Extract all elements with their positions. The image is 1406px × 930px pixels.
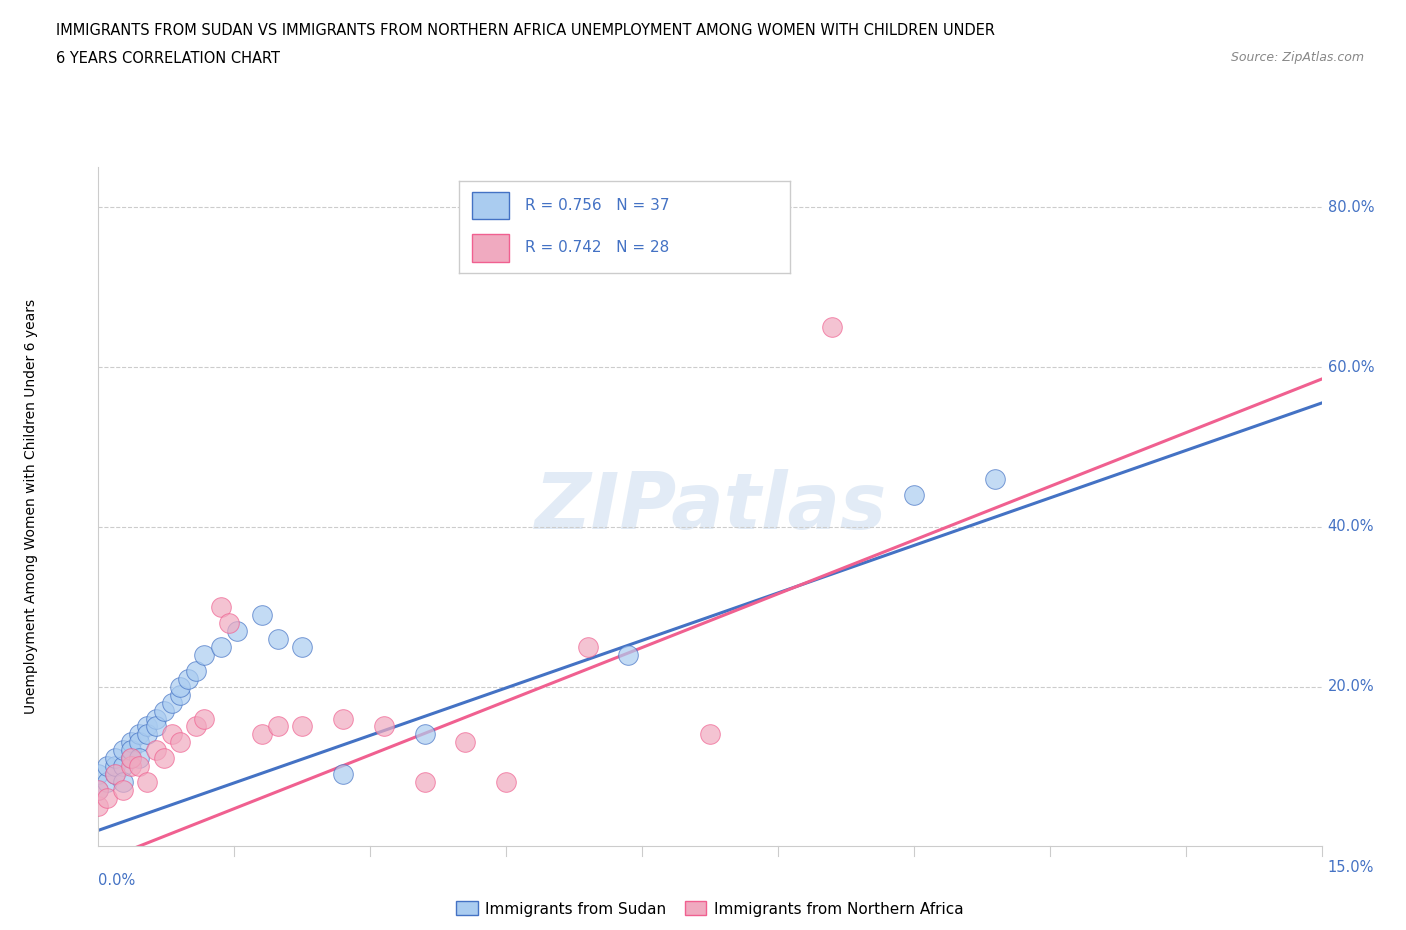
- Point: [373, 719, 395, 734]
- Point: [291, 639, 314, 654]
- Point: [87, 767, 110, 782]
- Point: [104, 751, 127, 766]
- Point: [136, 727, 159, 742]
- Point: [111, 743, 134, 758]
- Point: [128, 735, 150, 750]
- Point: [160, 695, 183, 710]
- Text: 80.0%: 80.0%: [1327, 200, 1374, 215]
- Point: [120, 735, 142, 750]
- Point: [454, 735, 477, 750]
- Point: [186, 719, 208, 734]
- Point: [209, 599, 232, 614]
- Point: [145, 743, 167, 758]
- Point: [699, 727, 721, 742]
- Point: [128, 751, 150, 766]
- Point: [169, 679, 191, 694]
- Point: [87, 783, 110, 798]
- Point: [209, 639, 232, 654]
- Text: 60.0%: 60.0%: [1327, 360, 1374, 375]
- Text: IMMIGRANTS FROM SUDAN VS IMMIGRANTS FROM NORTHERN AFRICA UNEMPLOYMENT AMONG WOME: IMMIGRANTS FROM SUDAN VS IMMIGRANTS FROM…: [56, 23, 995, 38]
- Point: [111, 759, 134, 774]
- Point: [104, 759, 127, 774]
- Point: [413, 727, 436, 742]
- Point: [136, 719, 159, 734]
- Text: 15.0%: 15.0%: [1327, 860, 1374, 875]
- Point: [186, 663, 208, 678]
- Point: [87, 799, 110, 814]
- Point: [903, 487, 925, 502]
- Point: [152, 751, 174, 766]
- Point: [128, 759, 150, 774]
- Point: [120, 759, 142, 774]
- Point: [617, 647, 640, 662]
- Point: [136, 775, 159, 790]
- Point: [128, 727, 150, 742]
- Point: [821, 320, 844, 335]
- Point: [111, 783, 134, 798]
- Point: [267, 719, 290, 734]
- Point: [96, 759, 118, 774]
- Point: [193, 711, 215, 726]
- Point: [218, 616, 240, 631]
- Point: [145, 711, 167, 726]
- Point: [267, 631, 290, 646]
- Point: [177, 671, 200, 686]
- Legend: Immigrants from Sudan, Immigrants from Northern Africa: Immigrants from Sudan, Immigrants from N…: [457, 901, 963, 917]
- Point: [120, 751, 142, 766]
- Text: Source: ZipAtlas.com: Source: ZipAtlas.com: [1230, 51, 1364, 64]
- Point: [120, 743, 142, 758]
- Point: [250, 607, 273, 622]
- Text: 0.0%: 0.0%: [98, 873, 135, 888]
- Text: 6 YEARS CORRELATION CHART: 6 YEARS CORRELATION CHART: [56, 51, 280, 66]
- Point: [104, 767, 127, 782]
- Point: [495, 775, 517, 790]
- Point: [250, 727, 273, 742]
- Point: [111, 775, 134, 790]
- Text: 40.0%: 40.0%: [1327, 519, 1374, 535]
- Point: [96, 790, 118, 805]
- Point: [291, 719, 314, 734]
- Point: [169, 735, 191, 750]
- Point: [332, 711, 354, 726]
- Text: Unemployment Among Women with Children Under 6 years: Unemployment Among Women with Children U…: [24, 299, 38, 714]
- Point: [145, 719, 167, 734]
- Point: [984, 472, 1007, 486]
- Point: [87, 783, 110, 798]
- Point: [104, 767, 127, 782]
- Point: [226, 623, 249, 638]
- Point: [152, 703, 174, 718]
- Point: [576, 639, 599, 654]
- Text: 20.0%: 20.0%: [1327, 679, 1375, 694]
- Point: [96, 775, 118, 790]
- Point: [160, 727, 183, 742]
- Point: [193, 647, 215, 662]
- Point: [120, 751, 142, 766]
- Text: ZIPatlas: ZIPatlas: [534, 469, 886, 545]
- Point: [413, 775, 436, 790]
- Point: [169, 687, 191, 702]
- Point: [332, 767, 354, 782]
